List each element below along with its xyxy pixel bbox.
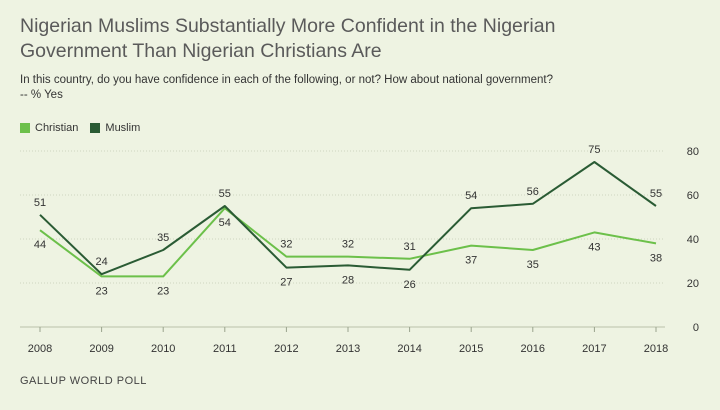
data-label-christian: 37 [465,255,477,267]
data-label-christian: 23 [157,285,169,297]
data-label-christian: 31 [403,241,415,253]
series-line-christian [39,207,657,278]
x-tick-label: 2009 [89,343,113,355]
data-label-muslim: 24 [95,256,107,268]
data-label-muslim: 54 [465,190,477,202]
data-label-muslim: 27 [280,277,292,289]
data-label-christian: 44 [34,239,46,251]
y-tick-label: 60 [687,190,699,202]
x-tick-label: 2017 [582,343,606,355]
source-label: GALLUP WORLD POLL [20,375,147,387]
legend-swatch-christian [20,123,30,133]
legend-label-muslim: Muslim [105,122,141,134]
legend-swatch-muslim [90,123,101,133]
x-tick-label: 2010 [151,343,175,355]
data-label-muslim: 26 [403,279,415,291]
data-label-muslim: 28 [342,274,354,286]
x-tick-label: 2018 [644,343,668,355]
data-label-christian: 32 [342,239,354,251]
y-tick-label: 20 [687,278,699,290]
x-tick-label: 2015 [459,343,483,355]
legend-item-muslim: Muslim [90,122,140,134]
x-tick-label: 2008 [28,343,52,355]
legend: Christian Muslim [20,122,140,134]
data-label-muslim: 75 [588,144,600,156]
data-label-christian: 38 [650,252,662,264]
legend-label-christian: Christian [35,122,79,134]
x-tick-label: 2013 [336,343,360,355]
data-label-christian: 54 [219,217,231,229]
subtitle-line-1: In this country, do you have confidence … [20,74,553,86]
x-tick-label: 2016 [521,343,545,355]
data-label-christian: 23 [95,285,107,297]
title-line-1: Nigerian Muslims Substantially More Conf… [20,15,556,37]
y-tick-label: 40 [687,234,699,246]
x-tick-label: 2011 [213,343,237,355]
title-line-2: Government Than Nigerian Christians Are [20,40,382,62]
series-line-muslim [39,161,657,276]
data-label-muslim: 55 [219,188,231,200]
x-tick-label: 2014 [397,343,421,355]
legend-item-christian: Christian [20,122,78,134]
x-tick-label: 2012 [274,343,298,355]
data-label-christian: 35 [527,259,539,271]
data-label-muslim: 35 [157,232,169,244]
subtitle-line-2: -- % Yes [20,89,63,101]
data-label-muslim: 51 [34,197,46,209]
chart-subtitle: In this country, do you have confidence … [20,73,700,103]
data-label-muslim: 56 [527,186,539,198]
y-tick-label: 80 [687,146,699,158]
y-tick-label: 0 [693,322,699,334]
chart-title: Nigerian Muslims Substantially More Conf… [20,14,700,64]
data-label-christian: 43 [588,241,600,253]
data-label-muslim: 55 [650,188,662,200]
data-label-christian: 32 [280,239,292,251]
